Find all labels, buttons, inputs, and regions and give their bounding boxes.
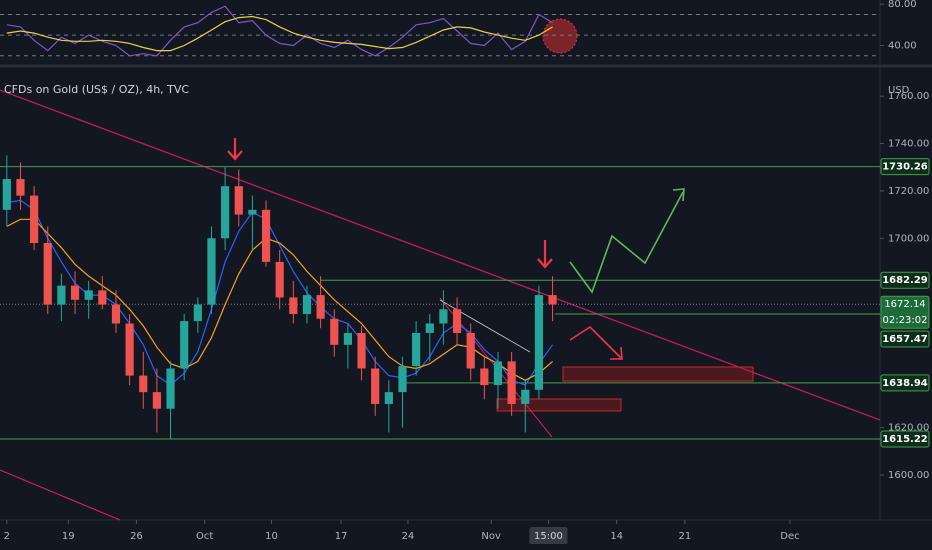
candle-body — [371, 368, 380, 404]
x-tick-label: 26 — [130, 531, 143, 542]
candle-body — [480, 368, 489, 386]
level-badge — [880, 271, 930, 289]
level-badge — [880, 158, 930, 176]
last-price-badge — [880, 295, 930, 329]
x-tick-label: Oct — [196, 531, 213, 542]
x-tick-label: 19 — [62, 531, 75, 542]
candle-body — [384, 392, 393, 404]
series — [2, 155, 557, 440]
candle-body — [2, 179, 11, 210]
level-badge — [880, 430, 930, 448]
level-label: 1682.29 — [882, 275, 928, 286]
level-badge — [880, 374, 930, 392]
candle-body — [261, 209, 271, 262]
y-tick-label: 1740.00 — [888, 139, 929, 150]
candle-body — [234, 186, 243, 215]
candle-body — [30, 195, 39, 243]
x-tick-label: 2 — [4, 531, 10, 542]
trendline — [0, 89, 881, 421]
candle-body — [289, 297, 298, 315]
candle-body — [316, 295, 325, 319]
trendline — [0, 469, 121, 521]
moving-average — [6, 218, 553, 381]
x-tick-highlight — [529, 527, 568, 544]
rsi-tick-label: 40.00 — [888, 40, 917, 51]
x-tick-label: 17 — [335, 531, 348, 542]
candle-body — [548, 295, 557, 305]
y-tick-label: 1620.00 — [888, 423, 929, 434]
countdown: 02:23:02 — [883, 315, 928, 326]
x-tick-label: 15:00 — [534, 531, 563, 542]
x-tick-label: 10 — [265, 531, 278, 542]
candle-body — [57, 285, 66, 305]
candle-body — [16, 179, 25, 196]
x-tick-label: 24 — [402, 531, 415, 542]
level-label: 1638.94 — [882, 378, 928, 389]
rsi-tick-label: 80.00 — [888, 0, 917, 10]
candle-body — [412, 332, 421, 367]
candle-body — [466, 332, 475, 369]
candle-body — [125, 323, 134, 376]
x-tick-label: 14 — [610, 531, 623, 542]
candle-body — [452, 309, 462, 333]
candle-body — [43, 242, 52, 305]
candle-body — [439, 309, 448, 324]
x-tick-label: Dec — [780, 531, 799, 542]
arrow-head — [672, 188, 685, 202]
candle-body — [193, 304, 202, 322]
forecast-down — [569, 325, 622, 359]
candle-body — [248, 209, 257, 215]
channel-line — [439, 299, 531, 353]
candle-body — [493, 361, 503, 386]
last-price-label: 1672.14 — [884, 299, 925, 310]
candle-body — [166, 368, 175, 409]
forecast-up — [569, 191, 684, 294]
candle-body — [507, 361, 516, 404]
level-label: 1730.26 — [882, 162, 928, 173]
down-arrow — [537, 240, 553, 269]
candle-body — [98, 290, 107, 305]
candle-body — [111, 304, 121, 324]
y-axis-label: USD — [888, 85, 910, 96]
level-label: 1615.22 — [882, 434, 928, 445]
supply-zone — [562, 366, 754, 382]
candle-body — [330, 318, 339, 345]
arrow-head — [610, 346, 623, 360]
candle-body — [521, 389, 530, 404]
level-label: 1657.47 — [882, 334, 928, 345]
y-tick-label: 1700.00 — [888, 233, 929, 244]
y-tick-label: 1760.00 — [888, 91, 929, 102]
x-tick-label: Nov — [481, 531, 501, 542]
candle-body — [180, 321, 189, 369]
x-tick-label: 21 — [679, 531, 692, 542]
level-badge — [880, 330, 930, 348]
candle-body — [343, 332, 352, 345]
candle-body — [425, 323, 434, 333]
candle-body — [207, 238, 216, 305]
candle-body — [152, 392, 161, 409]
moving-average — [6, 199, 554, 386]
candle-body — [534, 295, 544, 390]
y-tick-label: 1600.00 — [888, 470, 929, 481]
candle-body — [302, 295, 312, 315]
candle-body — [357, 332, 366, 369]
candle-body — [398, 366, 407, 393]
candle-body — [139, 375, 148, 393]
candle-body — [70, 285, 80, 300]
y-tick-label: 1720.00 — [888, 186, 929, 197]
highlight-circle — [542, 18, 578, 54]
candle-body — [275, 261, 284, 298]
rsi-ma-line — [6, 15, 553, 52]
down-arrow — [227, 138, 243, 161]
candle-body — [221, 186, 230, 239]
chart-title: CFDs on Gold (US$ / OZ), 4h, TVC — [4, 83, 189, 96]
candle-body — [84, 290, 93, 300]
rsi-line — [6, 5, 553, 57]
annotations — [227, 18, 685, 360]
